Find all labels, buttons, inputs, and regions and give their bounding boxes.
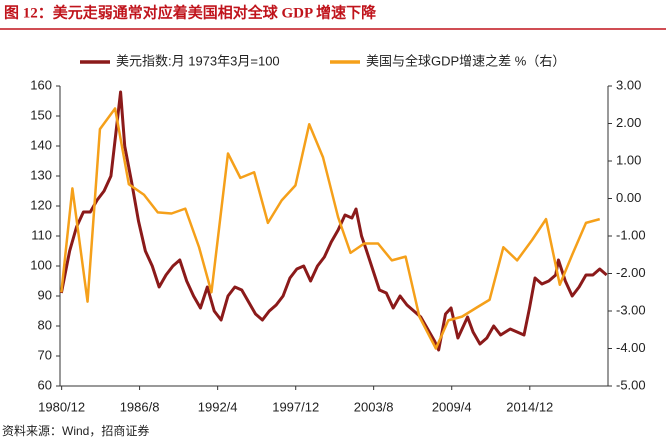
y2-tick-label: -3.00 (616, 302, 646, 317)
legend-label: 美元指数:月 1973年3月=100 (116, 53, 280, 68)
y-tick-label: 110 (31, 227, 52, 242)
legend-label: 美国与全球GDP增速之差 %（右） (366, 53, 565, 68)
source-note: 资料来源：Wind，招商证券 (2, 423, 149, 438)
series-line (60, 107, 601, 350)
x-tick-label: 1980/12 (38, 399, 85, 414)
y2-tick-label: 0.00 (616, 190, 641, 205)
y-tick-label: 150 (30, 107, 52, 122)
y-tick-label: 60 (38, 377, 52, 392)
x-tick-label: 2014/12 (506, 399, 553, 414)
y-tick-label: 100 (30, 257, 52, 272)
y2-tick-label: -5.00 (616, 377, 646, 392)
y-tick-label: 160 (30, 77, 52, 92)
y-tick-label: 90 (38, 287, 52, 302)
y2-tick-label: -1.00 (616, 227, 646, 242)
y-tick-label: 80 (38, 317, 52, 332)
y2-tick-label: 3.00 (616, 77, 641, 92)
y2-tick-label: -2.00 (616, 265, 646, 280)
y2-tick-label: 2.00 (616, 115, 641, 130)
series-line (59, 90, 608, 352)
x-tick-label: 1992/4 (198, 399, 238, 414)
x-tick-label: 1997/12 (272, 399, 319, 414)
y-tick-label: 130 (30, 167, 52, 182)
chart-title: 图 12：美元走弱通常对应着美国相对全球 GDP 增速下降 (4, 3, 377, 21)
x-tick-label: 1986/8 (120, 399, 160, 414)
y-tick-label: 120 (30, 197, 52, 212)
x-tick-label: 2003/8 (354, 399, 394, 414)
y2-tick-label: -4.00 (616, 340, 646, 355)
y2-tick-label: 1.00 (616, 152, 641, 167)
x-tick-label: 2009/4 (432, 399, 472, 414)
y-tick-label: 140 (30, 137, 52, 152)
y-tick-label: 70 (38, 347, 52, 362)
